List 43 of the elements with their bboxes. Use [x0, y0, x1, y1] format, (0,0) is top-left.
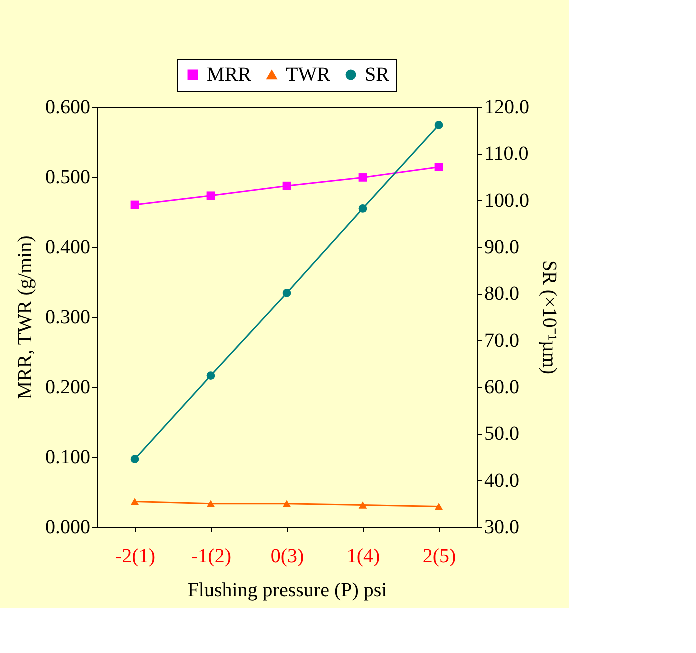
y-tick-label: 0.500 — [46, 166, 90, 188]
y-axis-title: MRR, TWR (g/min) — [14, 236, 36, 400]
y2-tick-label: 90.0 — [484, 236, 520, 258]
y2-tick-label: 60.0 — [484, 376, 520, 398]
point — [434, 121, 444, 130]
y2-tick-label: 40.0 — [484, 470, 520, 492]
x-tick-label: 1(4) — [346, 546, 380, 568]
y2-tick-label: 30.0 — [484, 516, 520, 538]
legend-label: TWR — [286, 64, 332, 86]
point — [282, 182, 292, 190]
y2-tick-label: 100.0 — [484, 190, 530, 212]
x-tick-label: -1(2) — [192, 546, 232, 568]
y-tick-label: 0.200 — [46, 376, 90, 398]
y-tick-label: 0.300 — [46, 306, 90, 328]
y2-tick-label: 70.0 — [484, 330, 520, 352]
y-tick-label: 0.400 — [46, 236, 90, 258]
point — [206, 192, 216, 200]
y2-tick-label: 50.0 — [484, 423, 520, 446]
x-tick-label: 0(3) — [270, 546, 304, 568]
legend-label: SR — [365, 64, 390, 86]
y-tick-label: 0.600 — [46, 96, 90, 118]
point — [434, 163, 444, 172]
point — [130, 498, 140, 506]
y2-axis-title: SR (×10⁻¹µm) — [538, 260, 560, 375]
point — [206, 500, 216, 508]
point — [206, 372, 216, 380]
point — [358, 204, 368, 213]
legend-label: MRR — [207, 64, 252, 86]
y2-tick-label: 120.0 — [484, 96, 530, 118]
point — [358, 502, 368, 509]
y-tick-label: 0.000 — [46, 516, 90, 538]
point — [282, 500, 292, 508]
y-tick-label: 0.100 — [46, 446, 90, 468]
point — [130, 200, 140, 210]
x-axis-title: Flushing pressure (P) psi — [188, 580, 388, 602]
x-tick-label: -2(1) — [116, 546, 156, 568]
point — [130, 455, 140, 464]
y2-tick-label: 80.0 — [484, 283, 520, 306]
point — [358, 174, 368, 182]
point — [434, 503, 444, 510]
y2-tick-label: 110.0 — [484, 143, 529, 166]
point — [282, 289, 292, 298]
x-tick-label: 2(5) — [422, 546, 456, 568]
